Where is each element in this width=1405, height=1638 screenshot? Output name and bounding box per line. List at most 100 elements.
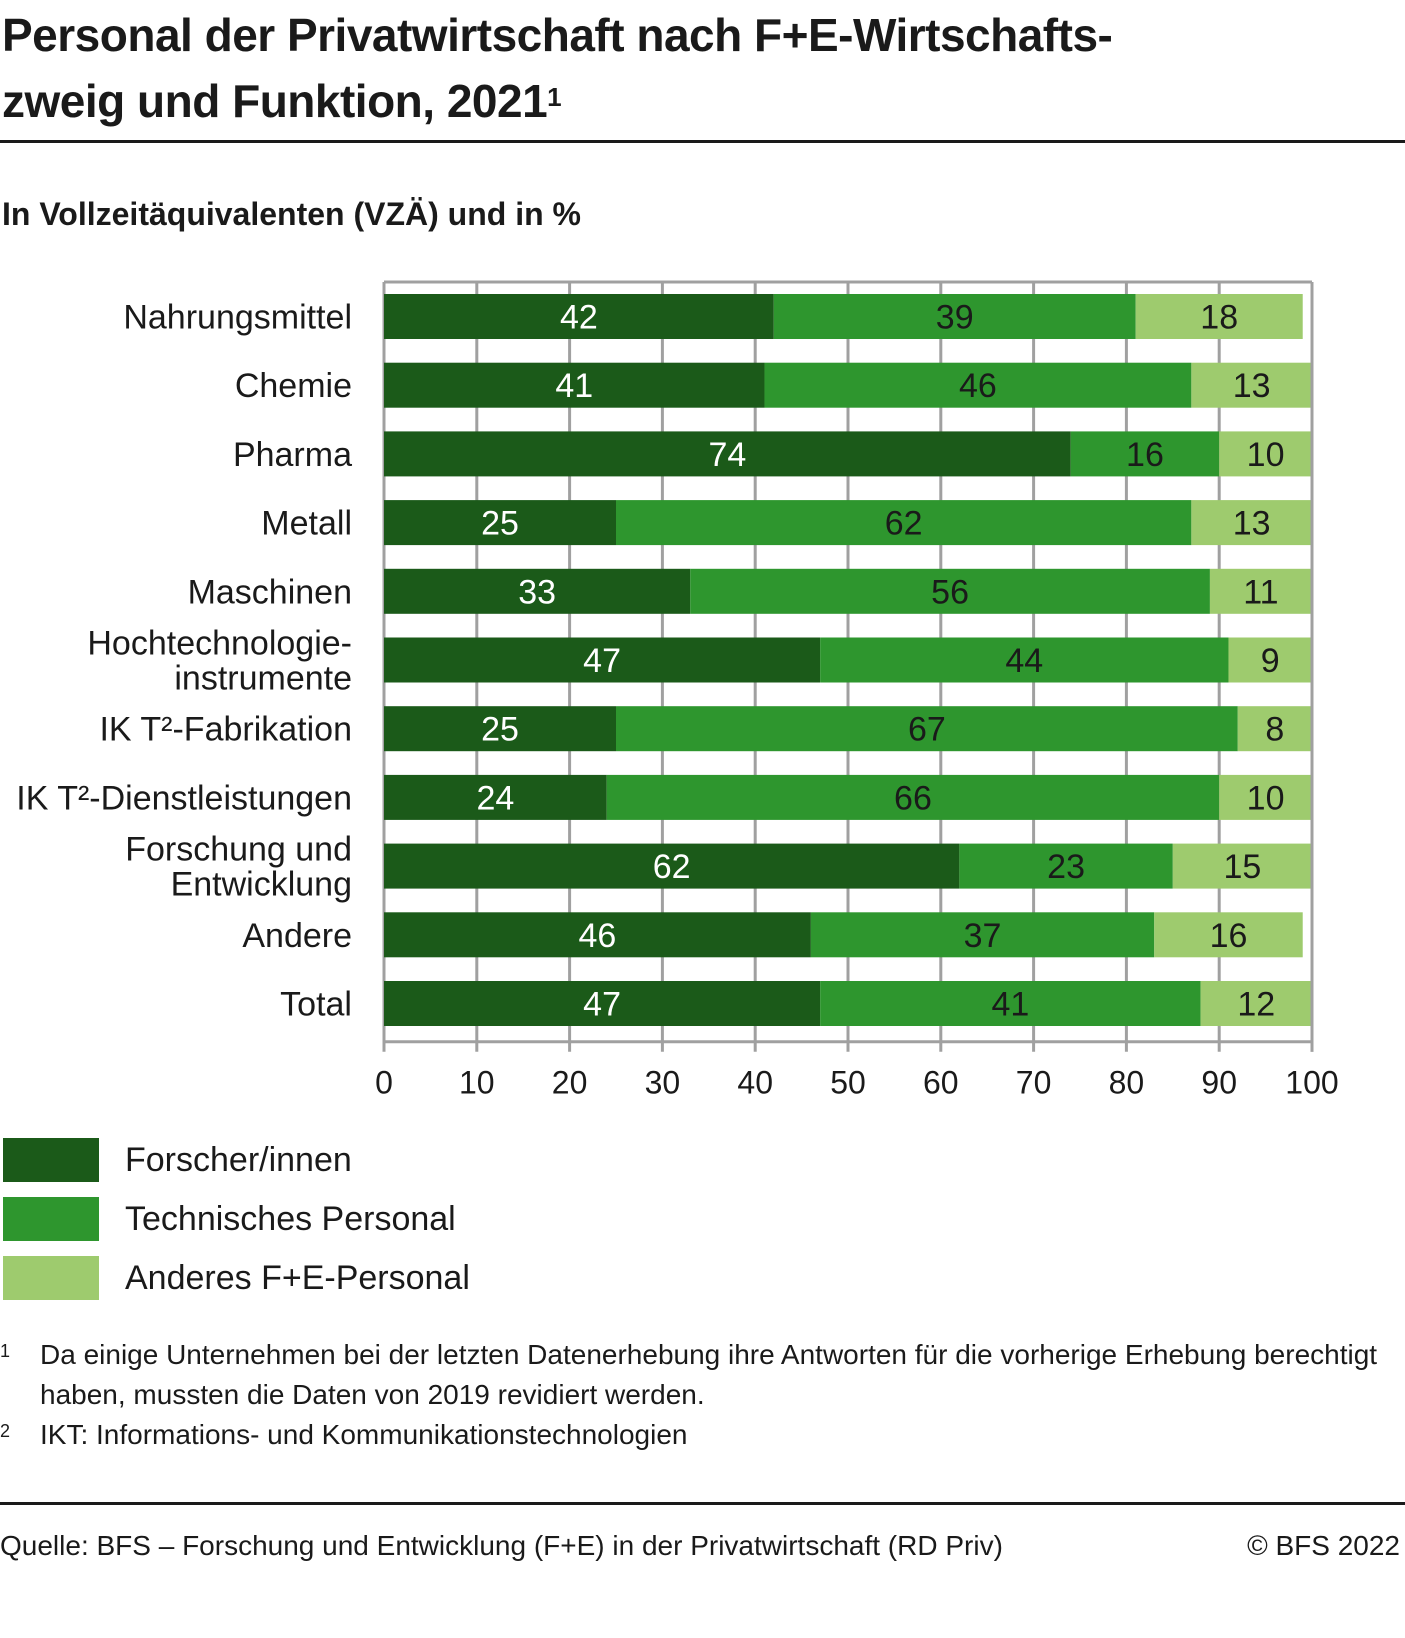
bar-value-label: 44	[1005, 642, 1043, 680]
bar-value-label: 62	[885, 505, 923, 543]
legend-label: Technisches Personal	[125, 1199, 456, 1238]
bar-value-label: 18	[1200, 299, 1238, 337]
category-label: Total	[280, 986, 352, 1024]
bar-segment	[384, 981, 821, 1026]
chart-title: Personal der Privatwirtschaft nach F+E-W…	[2, 2, 1392, 134]
footnote-2: 2 IKT: Informations- und Kommunikationst…	[0, 1415, 1400, 1455]
copyright: © BFS 2022	[1247, 1530, 1400, 1561]
x-tick-label: 30	[645, 1065, 681, 1101]
bar-segment	[1209, 568, 1312, 614]
bar-segment	[810, 912, 1155, 958]
bar-segment	[606, 774, 1220, 820]
bar-value-label: 47	[583, 642, 621, 680]
bar-value-label: 16	[1126, 436, 1164, 474]
category-label: Chemie	[235, 367, 352, 405]
bar-segment	[1219, 774, 1312, 820]
bar-segment	[384, 568, 691, 614]
bar-segment	[1191, 500, 1312, 546]
bar-value-label: 12	[1237, 986, 1275, 1024]
bar-segment	[384, 362, 765, 408]
bar-value-label: 62	[653, 848, 691, 886]
source-line: Quelle: BFS – Forschung und Entwicklung …	[0, 1530, 1400, 1562]
x-tick-label: 40	[737, 1065, 773, 1101]
category-label: Nahrungsmittel	[123, 299, 352, 337]
bar-value-label: 74	[708, 436, 746, 474]
bar-value-label: 37	[964, 917, 1002, 955]
category-label: Maschinen	[188, 573, 352, 611]
bar-segment	[1200, 981, 1312, 1026]
bar-segment	[820, 637, 1229, 683]
footnotes: 1 Da einige Unternehmen bei der letzten …	[0, 1335, 1400, 1455]
x-tick-label: 0	[375, 1065, 393, 1101]
x-tick-label: 100	[1285, 1065, 1338, 1101]
bar-segment	[1237, 706, 1312, 752]
x-tick-label: 50	[830, 1065, 866, 1101]
footnote-1: 1 Da einige Unternehmen bei der letzten …	[0, 1335, 1400, 1415]
bar-value-label: 66	[894, 779, 932, 817]
bar-value-label: 9	[1261, 642, 1280, 680]
bar-segment	[1172, 843, 1312, 889]
legend-swatch-technisch	[3, 1197, 99, 1241]
bar-value-label: 67	[908, 711, 946, 749]
bar-segment	[1191, 362, 1312, 408]
footnote-mark: 1	[0, 1341, 11, 1361]
bar-segment	[959, 843, 1173, 889]
legend-item-forscher: Forscher/innen	[3, 1138, 470, 1182]
bar-segment	[820, 981, 1201, 1026]
footnote-text: IKT: Informations- und Kommunikationstec…	[40, 1419, 688, 1450]
bar-value-label: 33	[518, 573, 556, 611]
source-text: Quelle: BFS – Forschung und Entwicklung …	[0, 1530, 1003, 1561]
bar-value-label: 8	[1265, 711, 1284, 749]
legend: Forscher/innen Technisches Personal Ande…	[3, 1138, 470, 1315]
category-label: Metall	[261, 505, 352, 543]
bar-value-label: 41	[555, 367, 593, 405]
x-tick-label: 90	[1201, 1065, 1237, 1101]
bar-segment	[1070, 431, 1220, 477]
bar-value-label: 13	[1233, 367, 1271, 405]
category-label: Pharma	[233, 436, 352, 474]
bar-segment	[384, 637, 821, 683]
bar-segment	[1154, 912, 1303, 958]
bar-segment	[764, 362, 1192, 408]
bar-segment	[1135, 294, 1303, 339]
title-line-1: Personal der Privatwirtschaft nach F+E-W…	[2, 9, 1113, 61]
bar-value-label: 23	[1047, 848, 1085, 886]
legend-swatch-anderes	[3, 1256, 99, 1300]
legend-item-anderes: Anderes F+E-Personal	[3, 1256, 470, 1300]
bar-value-label: 41	[991, 986, 1029, 1024]
footer-rule	[0, 1502, 1405, 1505]
bar-segment	[384, 294, 774, 339]
bar-value-label: 11	[1243, 573, 1278, 611]
bar-value-label: 10	[1247, 436, 1285, 474]
bar-segment	[384, 706, 616, 752]
category-label: IK T²-Fabrikation	[99, 711, 352, 749]
x-tick-label: 70	[1016, 1065, 1052, 1101]
bar-value-label: 39	[936, 299, 974, 337]
legend-label: Anderes F+E-Personal	[125, 1258, 470, 1297]
chart-subtitle: In Vollzeitäquivalenten (VZÄ) und in %	[2, 196, 581, 232]
stacked-bar-chart: 0 10 20 30 40 50 60 70 80 90 100 42 39 18 Nahrungsmitt…	[16, 280, 1339, 1101]
bar-segment	[384, 843, 960, 889]
legend-swatch-forscher	[3, 1138, 99, 1182]
bar-segment	[1228, 637, 1312, 683]
footnote-mark: 2	[0, 1421, 11, 1441]
bar-value-label: 56	[931, 573, 969, 611]
bar-segment	[616, 500, 1192, 546]
bar-segment	[384, 774, 607, 820]
category-label: Hochtechnologie-	[87, 625, 352, 663]
bar-value-label: 46	[959, 367, 997, 405]
category-label: Andere	[242, 917, 352, 955]
bar-segment	[384, 912, 811, 958]
bar-value-label: 42	[560, 299, 598, 337]
bar-value-label: 10	[1247, 779, 1285, 817]
bar-value-label: 13	[1233, 505, 1271, 543]
category-label: instrumente	[174, 660, 352, 698]
bar-value-label: 25	[481, 505, 519, 543]
category-label: Forschung und	[125, 831, 352, 869]
category-label: Entwicklung	[171, 866, 352, 904]
bar-segment	[616, 706, 1238, 752]
legend-label: Forscher/innen	[125, 1140, 352, 1179]
bar-value-label: 46	[579, 917, 617, 955]
bar-segment	[384, 431, 1071, 477]
bar-value-label: 24	[476, 779, 514, 817]
